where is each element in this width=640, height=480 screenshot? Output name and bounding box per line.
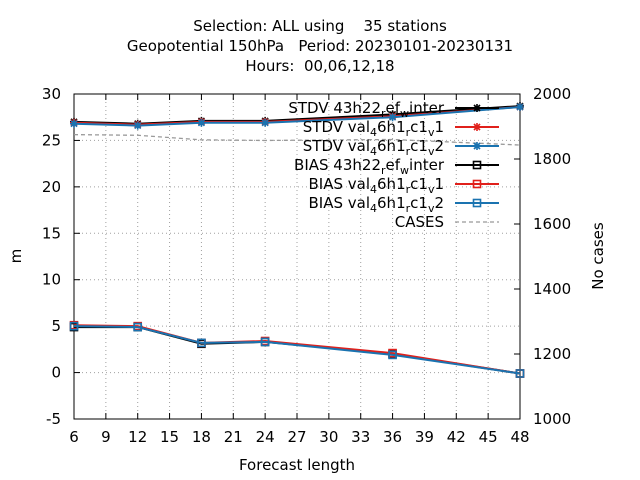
data-point: [133, 121, 142, 130]
y-tick-label: 20: [42, 178, 61, 196]
legend-label: STDV 43h22refwinter: [288, 99, 445, 120]
data-point: [133, 322, 143, 332]
y-tick-label: -5: [46, 410, 61, 428]
legend-marker: [473, 104, 481, 112]
x-tick-label: 15: [160, 428, 179, 446]
data-point: [516, 103, 524, 111]
y-tick-label: 0: [51, 364, 61, 382]
legend-label: STDV val46h1rc1v2: [303, 137, 444, 158]
x-tick-label: 36: [383, 428, 402, 446]
series-line-5: [73, 325, 521, 375]
x-tick-label: 42: [447, 428, 466, 446]
x-tick-label: 27: [287, 428, 306, 446]
legend-entry-3: BIAS 43h22refwinter: [294, 156, 499, 177]
y2-tick-label: 1000: [533, 410, 571, 428]
legend-label: BIAS val46h1rc1v2: [309, 194, 445, 215]
legend-marker: [473, 142, 481, 150]
y-tick-label: 5: [51, 317, 61, 335]
data-point: [261, 118, 270, 127]
axes: 6 9 12 15 18 21 24 27 30 33 36 39 42 45 48 -5 0 5 10 15 20 25…: [42, 85, 571, 446]
data-point: [69, 321, 79, 331]
x-tick-label: 18: [192, 428, 211, 446]
y2-tick-label: 1600: [533, 215, 571, 233]
legend-entry-4: BIAS val46h1rc1v1: [309, 175, 499, 196]
series-2: [70, 103, 524, 130]
x-tick-label: 33: [351, 428, 370, 446]
x-tick-label: 9: [101, 428, 111, 446]
x-tick-label: 30: [319, 428, 338, 446]
legend-entry-1: STDV val46h1rc1v1: [303, 118, 499, 139]
y-tick-label: 30: [42, 85, 61, 103]
legend-label: CASES: [395, 213, 444, 231]
series-line-6: [73, 133, 521, 146]
y-tick-label: 10: [42, 271, 61, 289]
data-point: [70, 119, 78, 128]
y2-tick-label: 2000: [533, 85, 571, 103]
data-point: [388, 113, 397, 122]
x-tick-label: 48: [510, 428, 529, 446]
legend-marker: [472, 179, 482, 189]
legend-marker: [472, 198, 482, 208]
legend-entry-0: STDV 43h22refwinter: [288, 99, 499, 120]
legend-label: BIAS val46h1rc1v1: [309, 175, 445, 196]
series-line-2: [73, 106, 521, 127]
legend-label: BIAS 43h22refwinter: [294, 156, 445, 177]
x-tick-label: 12: [128, 428, 147, 446]
data-point: [260, 337, 270, 347]
chart-title-line-2: Geopotential 150hPa Period: 20230101-202…: [126, 37, 514, 55]
plot-series: [69, 102, 525, 378]
data-point: [197, 118, 206, 127]
chart-title-line-3: Hours: 00,06,12,18: [245, 57, 395, 75]
y-tick-label: 25: [42, 131, 61, 149]
data-point: [515, 369, 525, 378]
y2-tick-label: 1400: [533, 280, 571, 298]
data-point: [197, 338, 206, 348]
x-tick-label: 24: [256, 428, 275, 446]
y-tick-label: 15: [42, 224, 61, 242]
x-axis-label: Forecast length: [239, 456, 355, 474]
legend-label: STDV val46h1rc1v1: [303, 118, 444, 139]
x-tick-label: 45: [479, 428, 498, 446]
x-tick-label: 39: [415, 428, 434, 446]
y2-tick-label: 1200: [533, 345, 571, 363]
y2-axis-label: No cases: [589, 222, 607, 290]
legend-marker: [472, 160, 482, 170]
legend-entry-2: STDV val46h1rc1v2: [303, 137, 499, 158]
legend-entry-6: CASES: [395, 213, 499, 231]
data-point: [388, 350, 397, 360]
series-6: [73, 133, 521, 146]
y-axis-label: m: [7, 249, 25, 264]
x-tick-label: 21: [224, 428, 243, 446]
legend-marker: [473, 123, 481, 131]
x-tick-label: 6: [69, 428, 79, 446]
y2-tick-label: 1800: [533, 150, 571, 168]
chart-title-line-1: Selection: ALL using 35 stations: [193, 17, 447, 35]
series-5: [69, 321, 525, 378]
legend-entry-5: BIAS val46h1rc1v2: [309, 194, 499, 215]
